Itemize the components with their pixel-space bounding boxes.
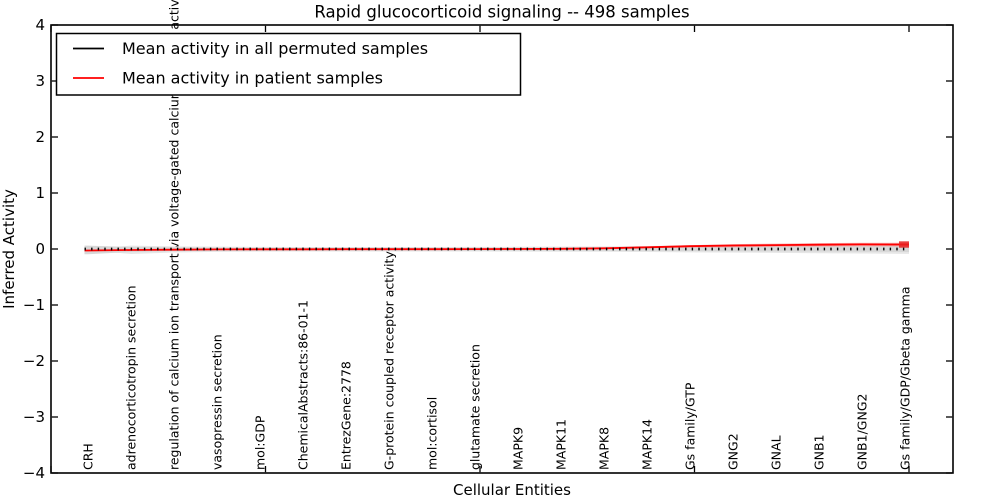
axes: 4 3 2 1 0 −1 −2 −3 −4 <box>23 16 954 482</box>
entity-label: glutamate secretion <box>468 344 483 470</box>
y-tick-label: −4 <box>23 464 45 482</box>
y-tick-label: −3 <box>23 408 45 426</box>
series-lines <box>84 241 909 252</box>
entity-label: adrenocorticotropin secretion <box>124 285 139 470</box>
axis-ticks <box>50 24 953 474</box>
entity-label: GNG2 <box>726 433 741 470</box>
entity-label: mol:GDP <box>253 415 268 470</box>
entity-label: GNB1 <box>812 434 827 470</box>
y-tick-labels: 4 3 2 1 0 −1 −2 −3 −4 <box>23 16 45 482</box>
y-axis-label: Inferred Activity <box>0 189 18 309</box>
entity-label: MAPK9 <box>511 427 526 470</box>
plot-border <box>50 24 954 474</box>
entity-label: EntrezGene:2778 <box>339 361 354 470</box>
legend-label-permuted: Mean activity in all permuted samples <box>122 39 428 58</box>
entity-label: Gs family/GDP/Gbeta gamma <box>898 287 913 470</box>
entity-label: CRH <box>81 443 96 470</box>
entity-label: ChemicalAbstracts:86-01-1 <box>296 300 311 470</box>
entity-label: GNAL <box>769 435 784 470</box>
y-tick-label: 0 <box>35 240 45 258</box>
entity-label: GNB1/GNG2 <box>855 394 870 470</box>
entity-labels: CRH adrenocorticotropin secretion regulati… <box>81 0 913 470</box>
patient-line-end-cap <box>899 241 909 248</box>
y-tick-label: 1 <box>35 184 45 202</box>
entity-label: Gs family/GTP <box>683 382 698 470</box>
legend-box <box>55 32 522 96</box>
entity-label: MAPK14 <box>640 419 655 470</box>
legend: Mean activity in all permuted samples Me… <box>55 32 522 96</box>
y-tick-label: 3 <box>35 72 45 90</box>
legend-label-patient: Mean activity in patient samples <box>122 69 383 88</box>
y-tick-label: 2 <box>35 128 45 146</box>
y-tick-label: −2 <box>23 352 45 370</box>
entity-label: mol:cortisol <box>425 397 440 470</box>
entity-label: MAPK11 <box>554 419 569 470</box>
x-axis-label: Cellular Entities <box>453 481 571 499</box>
entity-label: MAPK8 <box>597 427 612 470</box>
chart-title: Rapid glucocorticoid signaling -- 498 sa… <box>314 3 689 22</box>
y-tick-label: 4 <box>35 16 45 34</box>
patient-mean-line <box>84 243 909 252</box>
entity-label: vasopressin secretion <box>210 334 225 470</box>
entity-label: G-protein coupled receptor activity <box>382 251 397 470</box>
y-tick-label: −1 <box>23 296 45 314</box>
entity-label: regulation of calcium ion transport via … <box>167 0 182 470</box>
